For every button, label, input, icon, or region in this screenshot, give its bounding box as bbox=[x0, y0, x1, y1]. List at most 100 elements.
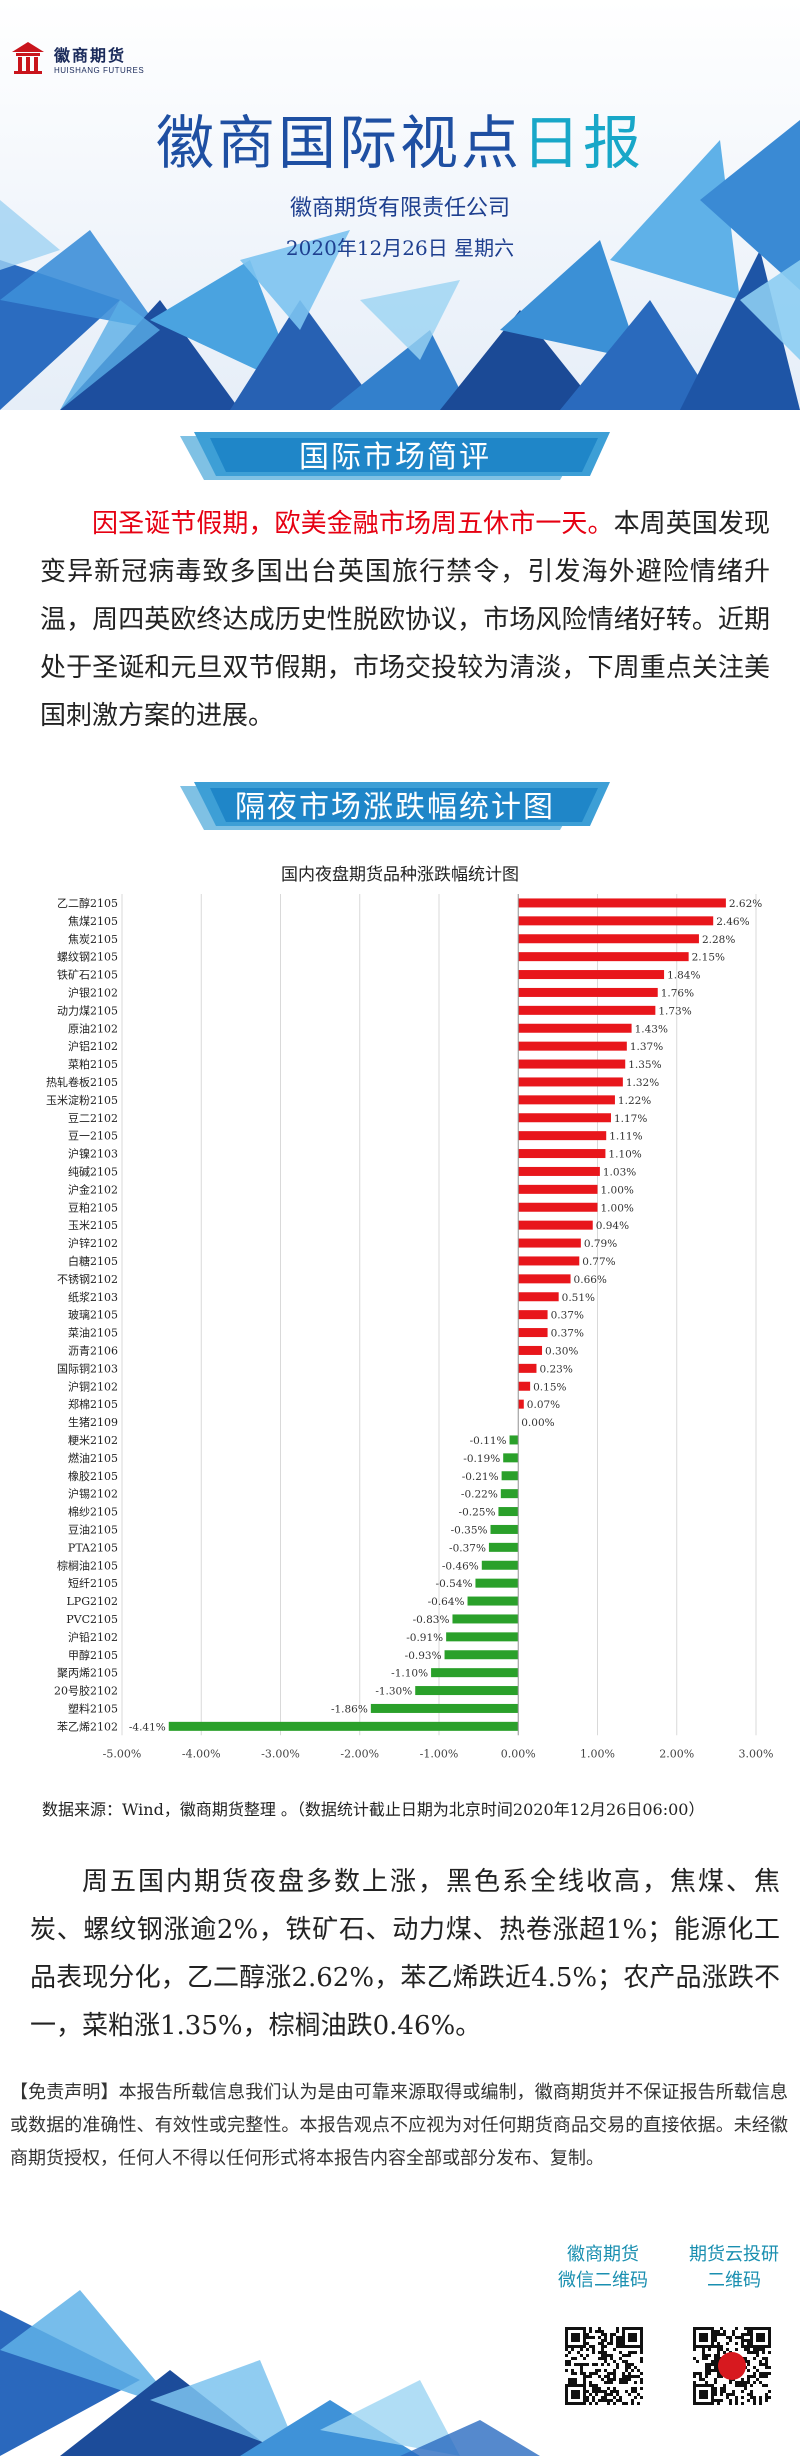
category-label: 白糖2105 bbox=[68, 1254, 118, 1268]
data-label: 0.79% bbox=[584, 1238, 617, 1250]
category-label: PTA2105 bbox=[68, 1541, 118, 1554]
category-label: 沪锌2102 bbox=[68, 1236, 118, 1250]
category-label: 动力煤2105 bbox=[57, 1004, 118, 1017]
bar bbox=[518, 1328, 548, 1338]
qr-label-wechat: 徽商期货 微信二维码 bbox=[548, 2242, 658, 2294]
category-label: 国际铜2103 bbox=[57, 1361, 118, 1375]
data-label: 0.00% bbox=[521, 1417, 554, 1429]
category-label: 沪锡2102 bbox=[68, 1487, 118, 1501]
logo-emblem-icon bbox=[12, 42, 44, 74]
data-label: -0.46% bbox=[442, 1560, 479, 1572]
data-label: -1.86% bbox=[331, 1703, 368, 1715]
data-label: -0.54% bbox=[436, 1578, 473, 1590]
x-tick-label: 3.00% bbox=[739, 1747, 774, 1760]
bar bbox=[501, 1471, 519, 1481]
bar bbox=[518, 1363, 537, 1373]
category-label: 沪铅2102 bbox=[68, 1630, 118, 1644]
cloud-research-qr-code[interactable] bbox=[690, 2324, 774, 2408]
data-label: 2.15% bbox=[692, 952, 725, 964]
category-label: 热轧卷板2105 bbox=[46, 1075, 118, 1089]
company-logo: 徽商期货 HUISHANG FUTURES bbox=[8, 40, 144, 76]
category-label: 甲醇2105 bbox=[68, 1648, 118, 1662]
data-label: -0.83% bbox=[413, 1614, 450, 1626]
category-label: 粳米2102 bbox=[68, 1433, 118, 1447]
data-label: -1.10% bbox=[391, 1668, 428, 1680]
bar bbox=[518, 952, 689, 962]
bar bbox=[509, 1435, 519, 1445]
bar bbox=[518, 1238, 581, 1248]
bar bbox=[481, 1560, 519, 1570]
bar bbox=[518, 1292, 559, 1302]
category-label: 沪铝2102 bbox=[68, 1039, 118, 1053]
data-label: 1.00% bbox=[601, 1202, 634, 1214]
section-title: 国际市场简评 bbox=[299, 440, 491, 475]
holiday-notice-highlight: 因圣诞节假期，欧美金融市场周五休市一天。 bbox=[92, 509, 614, 539]
x-tick-label: -4.00% bbox=[182, 1747, 221, 1760]
bar bbox=[518, 1345, 543, 1355]
bar bbox=[467, 1596, 519, 1606]
data-label: 0.15% bbox=[533, 1381, 566, 1393]
market-review-text: 本周英国发现变异新冠病毒致多国出台英国旅行禁令，引发海外避险情绪升温，周四英欧终… bbox=[40, 509, 770, 731]
data-label: 1.37% bbox=[630, 1041, 663, 1053]
report-title-main: 徽商国际视点 bbox=[155, 109, 522, 177]
bar bbox=[518, 1166, 600, 1176]
report-date: 2020年12月26日 星期六 bbox=[285, 236, 515, 260]
category-label: 郑棉2105 bbox=[68, 1397, 118, 1411]
category-label: 聚丙烯2105 bbox=[57, 1667, 118, 1680]
category-label: PVC2105 bbox=[66, 1613, 118, 1626]
data-label: 0.23% bbox=[539, 1363, 572, 1375]
category-label: 沪铜2102 bbox=[68, 1379, 118, 1393]
data-label: 0.37% bbox=[551, 1328, 584, 1340]
bar bbox=[518, 1274, 571, 1284]
bar bbox=[518, 970, 665, 980]
bar bbox=[518, 1059, 626, 1069]
data-label: 1.43% bbox=[635, 1023, 668, 1035]
bar bbox=[490, 1524, 519, 1534]
category-label: 苯乙烯2102 bbox=[57, 1719, 118, 1733]
market-review-paragraph: 因圣诞节假期，欧美金融市场周五休市一天。本周英国发现变异新冠病毒致多国出台英国旅… bbox=[40, 500, 770, 740]
category-label: 棕榈油2105 bbox=[57, 1558, 118, 1572]
wechat-qr-code[interactable] bbox=[562, 2324, 646, 2408]
bar bbox=[518, 898, 726, 908]
data-label: -0.11% bbox=[470, 1435, 507, 1447]
data-label: -0.91% bbox=[406, 1632, 443, 1644]
report-title: 徽商国际视点日报 bbox=[0, 96, 800, 180]
category-label: 豆二2102 bbox=[68, 1112, 118, 1125]
data-label: 1.11% bbox=[609, 1131, 642, 1143]
bar bbox=[518, 1256, 580, 1266]
bar bbox=[498, 1507, 519, 1517]
data-label: 2.62% bbox=[729, 898, 762, 910]
bar bbox=[518, 1399, 524, 1409]
bar bbox=[452, 1614, 519, 1624]
category-label: 沥青2106 bbox=[68, 1344, 118, 1357]
bar bbox=[518, 934, 699, 944]
data-label: 1.73% bbox=[658, 1005, 691, 1017]
qr-label-line: 二维码 bbox=[707, 2270, 761, 2291]
category-label: 橡胶2105 bbox=[68, 1469, 118, 1483]
report-title-accent: 日报 bbox=[522, 109, 645, 177]
x-tick-label: 2.00% bbox=[659, 1747, 694, 1760]
section-title: 隔夜市场涨跌幅统计图 bbox=[235, 790, 555, 825]
x-tick-label: -3.00% bbox=[261, 1747, 300, 1760]
data-label: 0.07% bbox=[527, 1399, 560, 1411]
category-label: LPG2102 bbox=[67, 1595, 119, 1608]
category-label: 玻璃2105 bbox=[68, 1308, 118, 1322]
data-label: 0.37% bbox=[551, 1310, 584, 1322]
qr-label-cloud-research: 期货云投研 二维码 bbox=[674, 2242, 794, 2294]
bar bbox=[518, 1184, 598, 1194]
bar bbox=[518, 1113, 611, 1123]
header-background bbox=[0, 0, 800, 410]
disclaimer: 【免责声明】本报告所载信息我们认为是由可靠来源取得或编制，徽商期货并不保证报告所… bbox=[10, 2082, 788, 2169]
chart-source-note: 数据来源：Wind，徽商期货整理 。（数据统计截止日期为北京时间2020年12月… bbox=[42, 1800, 705, 1819]
category-label: 菜粕2105 bbox=[68, 1057, 118, 1071]
x-tick-label: -2.00% bbox=[340, 1747, 379, 1760]
x-tick-label: 1.00% bbox=[580, 1747, 615, 1760]
category-label: 菜油2105 bbox=[68, 1326, 118, 1340]
category-label: 豆油2105 bbox=[68, 1522, 118, 1536]
x-tick-label: -1.00% bbox=[420, 1747, 459, 1760]
data-label: -0.19% bbox=[463, 1453, 500, 1465]
footer-background bbox=[0, 2290, 540, 2456]
data-label: 1.03% bbox=[603, 1166, 636, 1178]
category-label: 短纤2105 bbox=[68, 1576, 118, 1590]
bar bbox=[488, 1542, 519, 1552]
